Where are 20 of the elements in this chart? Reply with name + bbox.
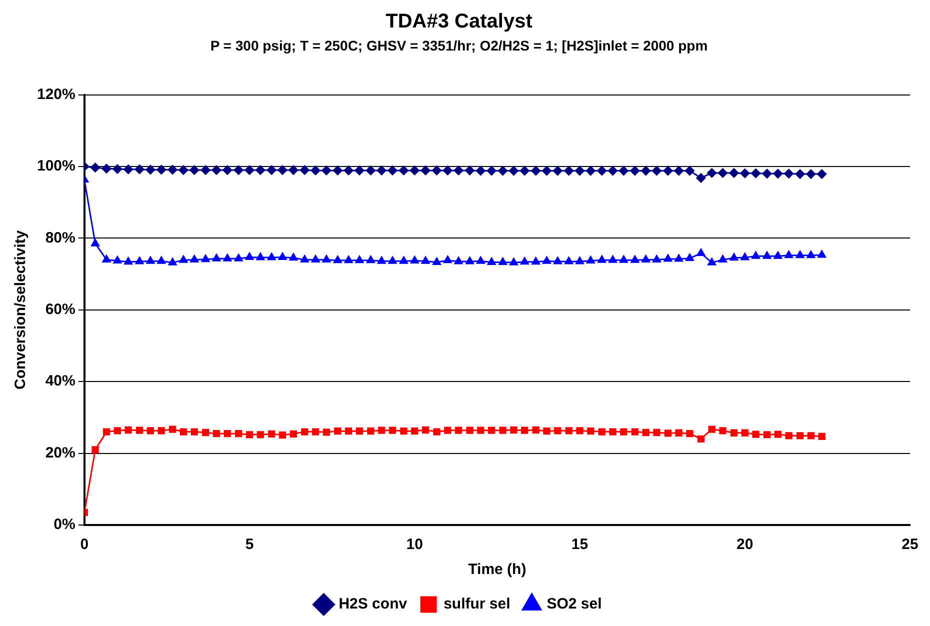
- legend-label: sulfur sel: [444, 596, 510, 613]
- y-tick-label: 120%: [36, 86, 76, 103]
- y-tick-label: 60%: [45, 301, 76, 318]
- y-tick-label: 100%: [36, 158, 76, 175]
- x-tick-label: 25: [902, 536, 918, 554]
- x-tick-label: 15: [571, 536, 588, 554]
- x-axis-title: Time (h): [468, 561, 526, 578]
- legend-label: H2S conv: [338, 596, 408, 613]
- y-tick-label: 80%: [45, 229, 76, 246]
- y-tick-label: 0%: [54, 516, 76, 534]
- x-tick-label: 10: [406, 536, 423, 554]
- chart-title: TDA#3 Catalyst: [386, 10, 533, 33]
- y-tick-label: 20%: [45, 444, 76, 462]
- x-tick-label: 20: [736, 536, 754, 554]
- legend-label: SO2 sel: [546, 596, 602, 613]
- x-tick-label: 0: [80, 536, 89, 554]
- y-tick-label: 40%: [45, 372, 76, 390]
- x-tick-label: 5: [245, 536, 254, 554]
- y-axis-title: Conversion/selectivity: [12, 230, 30, 390]
- chart-subtitle: P = 300 psig; T = 250C; GHSV = 3351/hr; O2/H2S = 1; [H2S]inlet = 2000 ppm: [210, 37, 708, 54]
